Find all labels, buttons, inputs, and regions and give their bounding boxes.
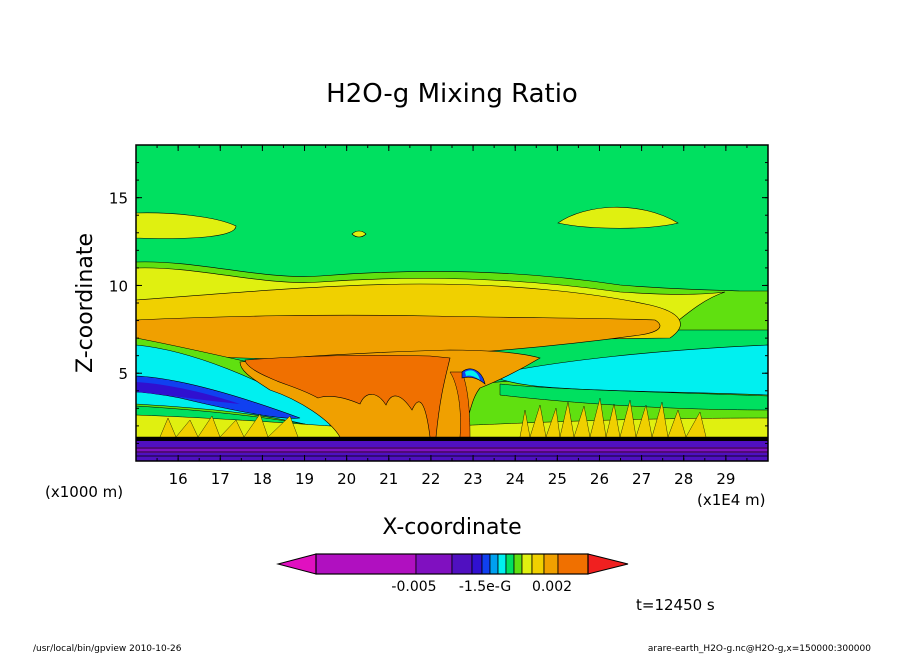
x-tick-label: 27	[632, 470, 651, 488]
x-tick-label: 26	[590, 470, 609, 488]
colorbar-swatch	[315, 553, 417, 575]
x-tick-label: 29	[716, 470, 735, 488]
x-tick-label: 22	[421, 470, 440, 488]
x-unit-right: (x1E4 m)	[697, 491, 766, 509]
x-tick-label: 20	[337, 470, 356, 488]
field-surface-violet-3	[136, 453, 768, 461]
field-convective-spikes-left	[159, 413, 299, 438]
x-tick-label: 28	[674, 470, 693, 488]
y-tick-label: 10	[109, 277, 128, 295]
x-unit-left: (x1000 m)	[45, 483, 123, 501]
colorbar-tick-label: -1.5e-G	[459, 579, 511, 595]
y-axis-label: Z-coordinate	[73, 233, 98, 373]
colorbar-tick-label: -0.005	[391, 579, 436, 595]
footer-source: arare-earth_H2O-g.nc@H2O-g,x=150000:3000…	[648, 644, 871, 654]
colorbar-tick-labels: -0.005 -1.5e-G 0.002	[391, 579, 572, 595]
colorbar-swatch	[521, 553, 533, 575]
colorbar-swatch	[451, 553, 473, 575]
colorbar-swatch	[543, 553, 559, 575]
x-tick-label: 25	[548, 470, 567, 488]
field-upper-yellow-cap	[136, 212, 237, 239]
field-updraft-core	[465, 370, 480, 380]
field-surface-violet-2	[136, 447, 768, 453]
x-tick-label: 16	[169, 470, 188, 488]
field-surface-noise	[136, 447, 768, 457]
x-tick-label: 17	[211, 470, 230, 488]
field-surface-dark-layer	[136, 437, 768, 441]
field-darkblue-core	[136, 382, 240, 404]
colorbar-swatch	[557, 553, 589, 575]
field-convective-spikes	[519, 397, 707, 438]
field-small-cloud	[351, 230, 367, 238]
field-surface-violet-1	[136, 441, 768, 447]
x-axis-label: X-coordinate	[382, 515, 521, 540]
field-upper-yellow-cloud	[557, 206, 679, 229]
colorbar-frame	[315, 553, 589, 575]
field-cyan-wedge-right	[489, 344, 768, 396]
y-axis: 5 10 15	[109, 144, 768, 462]
y-tick-label: 5	[118, 365, 128, 383]
x-axis: 16 17 18 19 20 21 22 23 24 25 26 27 28 29	[135, 145, 769, 488]
x-tick-label: 21	[379, 470, 398, 488]
colorbar-swatch	[471, 553, 483, 575]
y-tick-label: 15	[109, 190, 128, 208]
colorbar-tick-label: 0.002	[532, 579, 572, 595]
colorbar-swatch	[513, 553, 523, 575]
colorbar-swatch	[505, 553, 515, 575]
field-green-right-strip	[499, 383, 768, 411]
x-tick-label: 24	[506, 470, 525, 488]
colorbar-arrow-left	[276, 553, 317, 575]
colorbar-swatch	[497, 553, 507, 575]
colorbar-swatch	[531, 553, 545, 575]
x-tick-label: 18	[253, 470, 272, 488]
colorbar-swatch	[481, 553, 491, 575]
colorbar-arrow-right	[587, 553, 629, 575]
x-tick-label: 23	[464, 470, 483, 488]
field-deep-orange-core	[244, 354, 451, 438]
chart-title: H2O-g Mixing Ratio	[326, 79, 578, 109]
footer-path: /usr/local/bin/gpview 2010-10-26	[33, 644, 182, 654]
x-tick-label: 19	[295, 470, 314, 488]
colorbar-swatch	[489, 553, 499, 575]
plot-area	[136, 145, 768, 461]
colorbar-swatch	[415, 553, 453, 575]
colorbar	[276, 553, 629, 575]
time-label: t=12450 s	[636, 596, 715, 614]
